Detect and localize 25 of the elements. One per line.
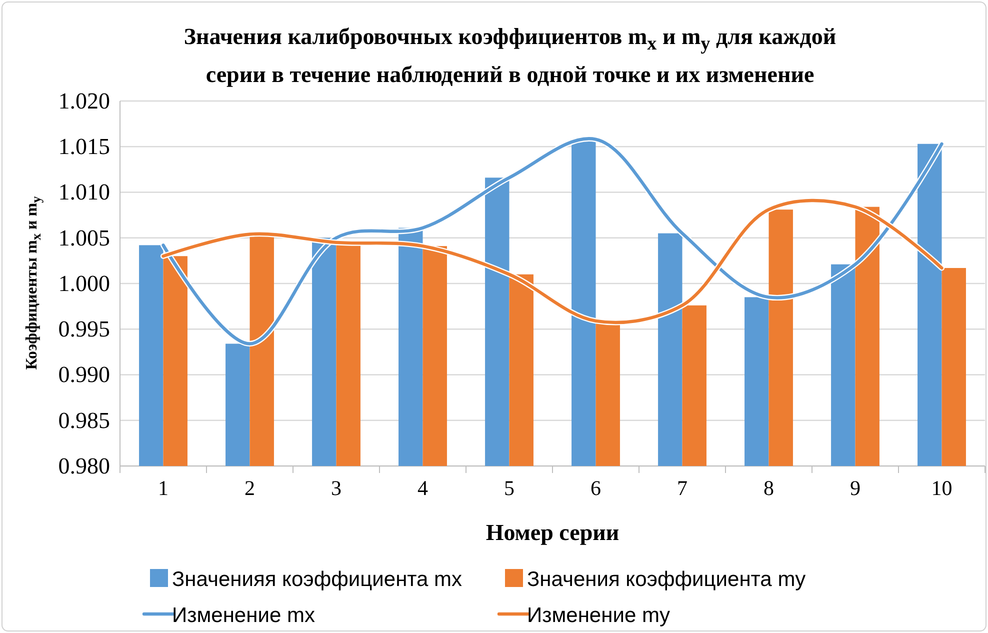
x-tick-label: 5 (504, 476, 514, 500)
y-tick-label: 1.015 (58, 134, 110, 159)
y-tick-label: 1.000 (58, 270, 110, 296)
x-tick-label: 10 (931, 476, 952, 500)
y-tick-label: 0.990 (58, 362, 110, 388)
x-tick-label: 4 (418, 476, 428, 500)
chart-title: Значения калибровочных коэффициентов m$_{x}$ и m$_{y}$ для каждой серии в течение наблюдений в одной точке и их изменение (182, 23, 838, 89)
x-tick-label: 3 (331, 476, 342, 500)
legend-label: Изменение mx (172, 604, 316, 627)
x-tick-label: 7 (677, 476, 688, 500)
x-tick-label: 8 (764, 476, 774, 500)
x-axis-title: Номер серии (486, 520, 620, 545)
x-tick-label: 9 (850, 476, 860, 500)
x-tick-label: 6 (590, 476, 601, 500)
x-tick-label: 2 (244, 476, 255, 500)
legend-label: Изменение my (527, 604, 670, 627)
y-tick-label: 1.005 (58, 225, 110, 250)
y-tick-label: 0.980 (58, 453, 110, 478)
y-tick-label: 1.020 (58, 88, 110, 114)
y-tick-label: 0.985 (58, 408, 110, 433)
x-tick-label: 1 (158, 476, 168, 500)
legend-label: Значения коэффициента my (527, 568, 806, 591)
y-tick-label: 1.010 (58, 180, 110, 205)
y-tick-label: 0.995 (58, 316, 110, 342)
legend-label: Значенияя коэффициента mx (172, 568, 463, 591)
